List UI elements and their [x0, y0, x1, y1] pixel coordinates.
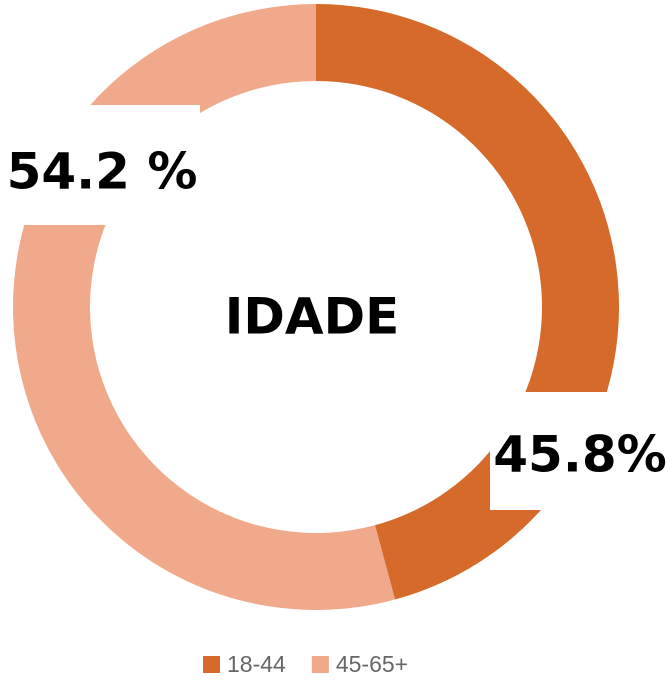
data-label: 45.8%	[493, 426, 666, 484]
data-label: 54.2 %	[7, 143, 198, 201]
label-background	[0, 105, 200, 225]
label-background	[490, 392, 667, 510]
chart-title: IDADE	[225, 288, 399, 346]
legend-label: 18-44	[227, 651, 286, 677]
legend-label: 45-65+	[336, 651, 408, 677]
legend-swatch	[203, 656, 220, 673]
legend-swatch	[311, 656, 329, 673]
